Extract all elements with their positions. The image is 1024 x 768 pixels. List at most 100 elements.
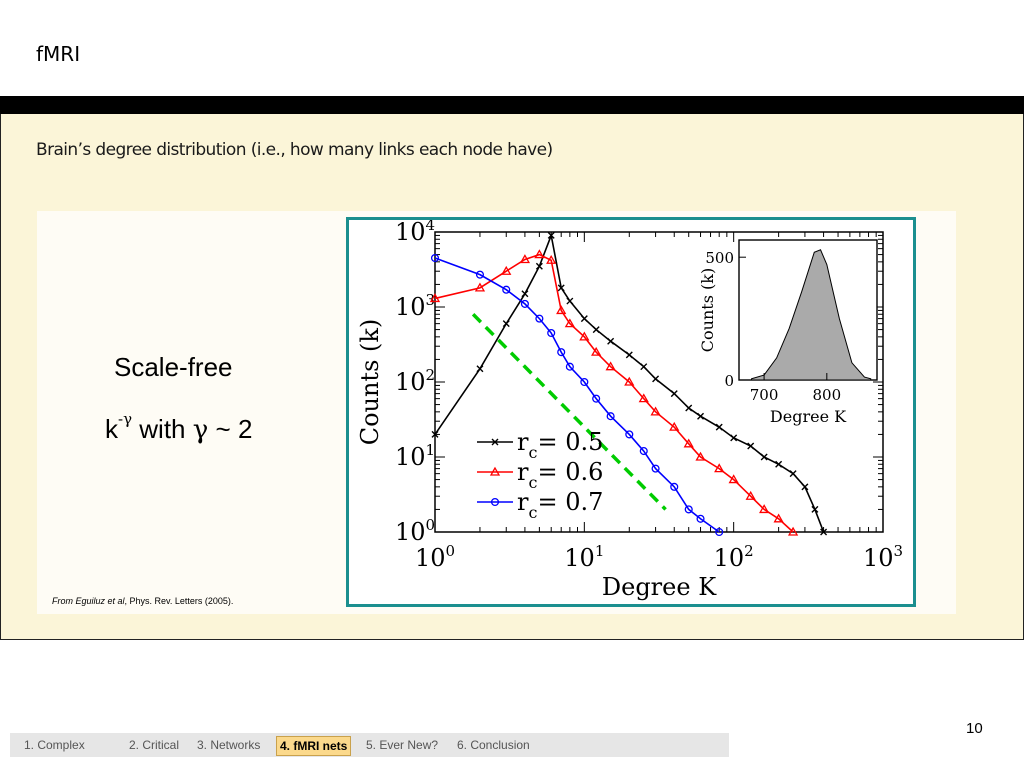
- data-point: [730, 434, 738, 442]
- y-tick-label: 102: [395, 366, 435, 396]
- data-point: [474, 282, 486, 292]
- data-point: [607, 337, 615, 345]
- legend-label: rc= 0.7: [517, 488, 603, 522]
- degree-distribution-figure: 100 101 102 103 100 101 102 103 104 Degree K Count…: [346, 217, 916, 607]
- data-point: [565, 362, 574, 371]
- x-tick-label: 101: [564, 542, 604, 572]
- formula-approx: ~ 2: [215, 414, 253, 444]
- data-point: [811, 505, 819, 513]
- formula-exponent: -γ: [118, 410, 133, 429]
- slide-title: fMRI: [36, 42, 81, 66]
- nav-item-conclusion[interactable]: 6. Conclusion: [457, 738, 530, 752]
- data-point: [564, 318, 575, 328]
- data-point: [502, 285, 511, 294]
- y-tick-label: 101: [395, 441, 435, 471]
- data-point: [501, 265, 512, 275]
- inset-distribution-area: [751, 249, 872, 381]
- data-point: [556, 305, 567, 315]
- data-point: [566, 297, 574, 305]
- data-point: [605, 361, 616, 371]
- data-point: [580, 377, 589, 387]
- data-point: [715, 527, 724, 537]
- data-point: [697, 412, 705, 420]
- data-point: [685, 404, 693, 412]
- power-law-guide-line: [471, 313, 667, 511]
- series-line: [434, 232, 825, 533]
- data-point: [546, 254, 557, 264]
- data-point: [591, 346, 602, 356]
- legend-marker: [491, 438, 499, 446]
- data-point: [475, 270, 485, 279]
- data-point: [502, 320, 510, 328]
- series-line: [434, 253, 794, 533]
- inset-y-axis-label: Counts (k): [698, 268, 717, 352]
- x-tick-label: 102: [714, 542, 754, 572]
- data-point: [670, 390, 678, 398]
- data-point: [535, 262, 543, 270]
- data-point: [728, 474, 739, 484]
- data-point: [547, 231, 555, 239]
- data-point: [775, 460, 783, 468]
- x-tick-label: 103: [863, 542, 903, 572]
- data-point: [745, 490, 756, 500]
- data-point: [640, 363, 648, 371]
- data-point: [760, 453, 768, 461]
- data-point: [715, 423, 723, 431]
- legend-label: rc= 0.5: [517, 428, 603, 462]
- data-point: [535, 314, 544, 323]
- data-point: [639, 447, 648, 456]
- data-point: [520, 299, 529, 308]
- degree-distribution-chart: 100 101 102 103 100 101 102 103 104 Degree K Count…: [356, 220, 903, 601]
- data-point: [820, 528, 828, 536]
- data-point: [669, 421, 680, 431]
- data-point: [696, 514, 705, 523]
- data-point: [430, 253, 440, 263]
- data-point: [547, 328, 556, 338]
- nav-item-critical[interactable]: 2. Critical: [129, 738, 180, 752]
- scale-free-label: Scale-free: [114, 352, 233, 382]
- slide-subtitle: Brain’s degree distribution (i.e., how m…: [36, 140, 553, 160]
- legend-marker: [490, 497, 500, 507]
- data-point: [773, 513, 784, 523]
- data-point: [650, 406, 661, 416]
- y-tick-label: 100: [395, 516, 435, 546]
- data-point: [638, 393, 649, 403]
- data-point: [651, 464, 660, 473]
- formula-with: with: [139, 414, 186, 444]
- formula-base: k: [105, 414, 118, 444]
- legend-marker: [489, 466, 501, 476]
- data-point: [652, 375, 660, 383]
- data-point: [625, 351, 633, 359]
- inset-x-tick-label: 800: [812, 386, 841, 404]
- data-point: [534, 249, 545, 259]
- nav-item-fmri-nets[interactable]: 4. fMRI nets: [276, 736, 352, 756]
- nav-item-networks[interactable]: 3. Networks: [197, 738, 261, 752]
- data-point: [606, 412, 615, 421]
- data-point: [429, 293, 441, 303]
- data-point: [789, 470, 797, 478]
- data-point: [695, 451, 706, 461]
- inset-x-tick-label: 700: [750, 386, 779, 404]
- legend-label: rc= 0.6: [517, 458, 603, 492]
- data-point: [557, 348, 566, 357]
- y-axis-label: Counts (k): [356, 319, 384, 446]
- data-point: [684, 505, 693, 514]
- citation-journal: , Phys. Rev. Letters (2005).: [124, 596, 234, 606]
- header-divider-bar: [0, 96, 1024, 114]
- page-number: 10: [966, 720, 983, 737]
- y-tick-label: 103: [395, 291, 435, 321]
- formula-gamma: γ: [192, 415, 209, 445]
- data-point: [592, 326, 600, 334]
- data-point: [579, 331, 590, 341]
- data-point: [431, 430, 439, 438]
- x-tick-label: 100: [415, 542, 455, 572]
- data-point: [714, 463, 725, 473]
- data-point: [670, 482, 679, 491]
- nav-item-complex[interactable]: 1. Complex: [24, 738, 85, 752]
- data-point: [592, 394, 601, 403]
- nav-item-ever-new[interactable]: 5. Ever New?: [366, 738, 439, 752]
- data-point: [625, 430, 634, 439]
- x-axis-label: Degree K: [602, 573, 717, 601]
- data-point: [759, 504, 770, 514]
- data-point: [683, 438, 694, 448]
